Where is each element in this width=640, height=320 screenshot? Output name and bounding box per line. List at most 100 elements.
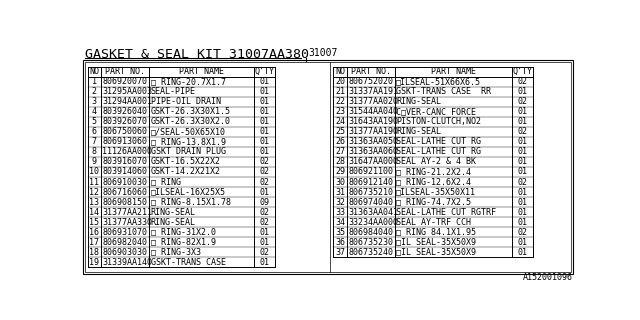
Text: 31363AA041: 31363AA041 (348, 208, 398, 217)
Text: PIPE-OIL DRAIN: PIPE-OIL DRAIN (150, 97, 221, 107)
Text: □IL SEAL-35X50X9: □IL SEAL-35X50X9 (396, 237, 476, 247)
Text: 01: 01 (518, 167, 528, 177)
Text: 31337AA191: 31337AA191 (348, 87, 398, 96)
Text: 01: 01 (259, 228, 269, 236)
Text: 806913060: 806913060 (102, 138, 147, 147)
Text: □ILSEAL-16X25X5: □ILSEAL-16X25X5 (150, 188, 225, 196)
Text: 01: 01 (259, 108, 269, 116)
Text: 5: 5 (92, 117, 97, 126)
Text: 12: 12 (90, 188, 99, 196)
Text: □ RING-8.15X1.78: □ RING-8.15X1.78 (150, 197, 230, 206)
Text: 8: 8 (92, 148, 97, 156)
Text: 11: 11 (90, 178, 99, 187)
Text: 2: 2 (92, 87, 97, 96)
Text: 31647AA000: 31647AA000 (348, 157, 398, 166)
Text: 24: 24 (335, 117, 345, 126)
Text: Q'TY: Q'TY (254, 68, 274, 76)
Text: 33: 33 (335, 208, 345, 217)
Text: □/SEAL-50X65X10: □/SEAL-50X65X10 (150, 127, 225, 136)
Text: □ RING-21.2X2.4: □ RING-21.2X2.4 (396, 167, 471, 177)
Text: 01: 01 (259, 117, 269, 126)
Text: 02: 02 (259, 218, 269, 227)
Text: SEAL-PIPE: SEAL-PIPE (150, 87, 196, 96)
Text: 02: 02 (518, 77, 528, 86)
Text: 803926070: 803926070 (102, 117, 147, 126)
Text: □ RING-12.6X2.4: □ RING-12.6X2.4 (396, 178, 471, 187)
Text: PART NAME: PART NAME (431, 68, 476, 76)
Text: SEAL AY-2 & 4 BK: SEAL AY-2 & 4 BK (396, 157, 476, 166)
Text: 4: 4 (92, 108, 97, 116)
Text: 01: 01 (518, 188, 528, 196)
Text: 02: 02 (259, 167, 269, 177)
Text: □ RING-20.7X1.7: □ RING-20.7X1.7 (150, 77, 225, 86)
Text: RING-SEAL: RING-SEAL (150, 208, 196, 217)
Text: □ RING-74.7X2.5: □ RING-74.7X2.5 (396, 197, 471, 206)
Text: 26: 26 (335, 138, 345, 147)
Text: 20: 20 (335, 77, 345, 86)
Text: 17: 17 (90, 237, 99, 247)
Text: 806750060: 806750060 (102, 127, 147, 136)
Text: GSKT-TRANS CASE: GSKT-TRANS CASE (150, 258, 225, 267)
Text: 30: 30 (335, 178, 345, 187)
Text: 31377AA020: 31377AA020 (348, 97, 398, 107)
Text: 01: 01 (518, 108, 528, 116)
Text: 01: 01 (259, 77, 269, 86)
Text: 01: 01 (259, 127, 269, 136)
Text: □IL SEAL-35X50X9: □IL SEAL-35X50X9 (396, 248, 476, 257)
Text: 9: 9 (92, 157, 97, 166)
Bar (83, 60, 573, 274)
Bar (85, 62, 571, 272)
Text: 11126AA000: 11126AA000 (102, 148, 152, 156)
Text: GSKT-26.3X30X1.5: GSKT-26.3X30X1.5 (150, 108, 230, 116)
Text: 806716060: 806716060 (102, 188, 147, 196)
Text: 01: 01 (518, 117, 528, 126)
Text: 806974040: 806974040 (348, 197, 393, 206)
Text: 01: 01 (518, 237, 528, 247)
Text: 806735240: 806735240 (348, 248, 393, 257)
Text: 14: 14 (90, 208, 99, 217)
Text: 02: 02 (259, 208, 269, 217)
Text: RING-SEAL: RING-SEAL (396, 127, 441, 136)
Text: GSKT-26.3X30X2.0: GSKT-26.3X30X2.0 (150, 117, 230, 126)
Text: PART NAME: PART NAME (179, 68, 224, 76)
Text: 01: 01 (518, 218, 528, 227)
Text: □ RING-13.8X1.9: □ RING-13.8X1.9 (150, 138, 225, 147)
Text: 13: 13 (90, 197, 99, 206)
Text: 01: 01 (259, 97, 269, 107)
Text: 31544AA040: 31544AA040 (348, 108, 398, 116)
Text: 806735230: 806735230 (348, 237, 393, 247)
Text: A152001096: A152001096 (523, 273, 573, 282)
Text: 31377AA190: 31377AA190 (348, 127, 398, 136)
Text: 19: 19 (90, 258, 99, 267)
Text: 31377AA330: 31377AA330 (102, 218, 152, 227)
Text: 02: 02 (259, 178, 269, 187)
Text: 806931070: 806931070 (102, 228, 147, 236)
Text: 02: 02 (518, 178, 528, 187)
Text: 803914060: 803914060 (102, 167, 147, 177)
Text: PART NO.: PART NO. (105, 68, 145, 76)
Text: 01: 01 (518, 197, 528, 206)
Text: 01: 01 (518, 87, 528, 96)
Text: □ILSEAL-35X50X11: □ILSEAL-35X50X11 (396, 188, 476, 196)
Text: 01: 01 (518, 148, 528, 156)
Text: 31007: 31007 (308, 48, 338, 58)
Text: 806920070: 806920070 (102, 77, 147, 86)
Text: 29: 29 (335, 167, 345, 177)
Text: 806921100: 806921100 (348, 167, 393, 177)
Text: NO: NO (335, 68, 345, 76)
Text: 31377AA211: 31377AA211 (102, 208, 152, 217)
Text: 806910030: 806910030 (102, 178, 147, 187)
Text: 806984040: 806984040 (348, 228, 393, 236)
Text: RING-SEAL: RING-SEAL (396, 97, 441, 107)
Text: 02: 02 (518, 97, 528, 107)
Text: 33234AA000: 33234AA000 (348, 218, 398, 227)
Text: 02: 02 (259, 157, 269, 166)
Text: 10: 10 (90, 167, 99, 177)
Text: □ILSEAL-51X66X6.5: □ILSEAL-51X66X6.5 (396, 77, 481, 86)
Text: 18: 18 (90, 248, 99, 257)
Text: 02: 02 (259, 248, 269, 257)
Text: 01: 01 (259, 258, 269, 267)
Text: NO: NO (90, 68, 99, 76)
Text: 15: 15 (90, 218, 99, 227)
Text: 02: 02 (518, 127, 528, 136)
